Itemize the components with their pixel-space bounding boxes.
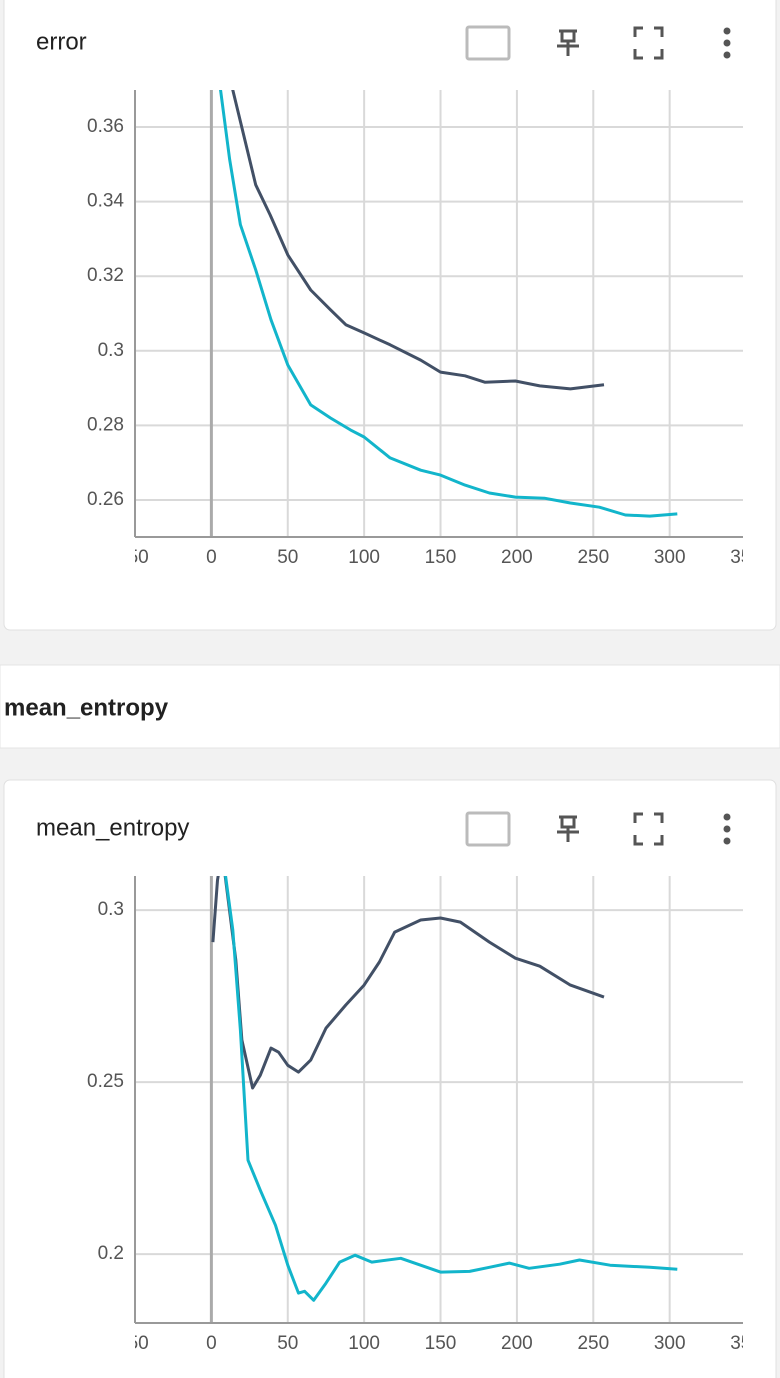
y-tick-label: 0.3	[98, 899, 124, 920]
x-tick-label: 350	[730, 1333, 762, 1354]
x-tick-label: 100	[348, 547, 380, 568]
y-tick-label: 0.34	[87, 191, 124, 212]
toolbar	[465, 811, 731, 847]
toolbar	[465, 25, 731, 61]
fit-domain-button[interactable]	[465, 811, 511, 847]
x-tick-label: 200	[501, 547, 533, 568]
chart-title: mean_entropy	[36, 814, 189, 841]
x-labels: -50 0 50 100 150 200 250 300 350	[121, 1333, 762, 1354]
x-tick-label: 50	[277, 1333, 298, 1354]
x-tick-label: 200	[501, 1333, 533, 1354]
card	[3, 779, 777, 1378]
y-tick-label: 0.2	[98, 1243, 124, 1264]
series-line	[219, 90, 678, 518]
series-line	[231, 90, 605, 391]
pin-button[interactable]	[557, 815, 579, 842]
y-tick-label: 0.36	[87, 116, 124, 137]
menu-button[interactable]	[723, 27, 731, 35]
x-tick-label: 300	[654, 1333, 686, 1354]
x-labels: -50 0 50 100 150 200 250 300 350	[121, 547, 762, 568]
menu-button[interactable]	[723, 51, 731, 59]
menu-button[interactable]	[723, 837, 731, 845]
x-tick-label: -50	[121, 547, 148, 568]
fit-domain-button[interactable]	[465, 25, 511, 61]
fullscreen-button[interactable]	[633, 812, 664, 846]
fullscreen-button[interactable]	[633, 26, 664, 60]
y-tick-label: 0.32	[87, 265, 124, 286]
section-title: mean_entropy	[4, 694, 169, 721]
y-tick-label: 0.26	[87, 489, 124, 510]
x-tick-label: -50	[121, 1333, 148, 1354]
x-tick-label: 50	[277, 547, 298, 568]
series-line	[224, 876, 678, 1302]
section-header	[0, 664, 780, 749]
menu-button[interactable]	[723, 39, 731, 47]
x-tick-label: 250	[577, 547, 609, 568]
x-tick-label: 0	[206, 547, 217, 568]
x-tick-label: 100	[348, 1333, 380, 1354]
y-tick-label: 0.3	[98, 340, 124, 361]
menu-button[interactable]	[723, 825, 731, 833]
x-tick-label: 250	[577, 1333, 609, 1354]
pin-button[interactable]	[557, 29, 579, 56]
y-tick-label: 0.25	[87, 1071, 124, 1092]
x-tick-label: 0	[206, 1333, 217, 1354]
chart-title: error	[36, 28, 87, 55]
menu-button[interactable]	[723, 813, 731, 821]
card	[3, 0, 777, 631]
x-tick-label: 350	[730, 547, 762, 568]
x-tick-label: 150	[425, 1333, 457, 1354]
y-tick-label: 0.28	[87, 414, 124, 435]
x-tick-label: 150	[425, 547, 457, 568]
x-tick-label: 300	[654, 547, 686, 568]
